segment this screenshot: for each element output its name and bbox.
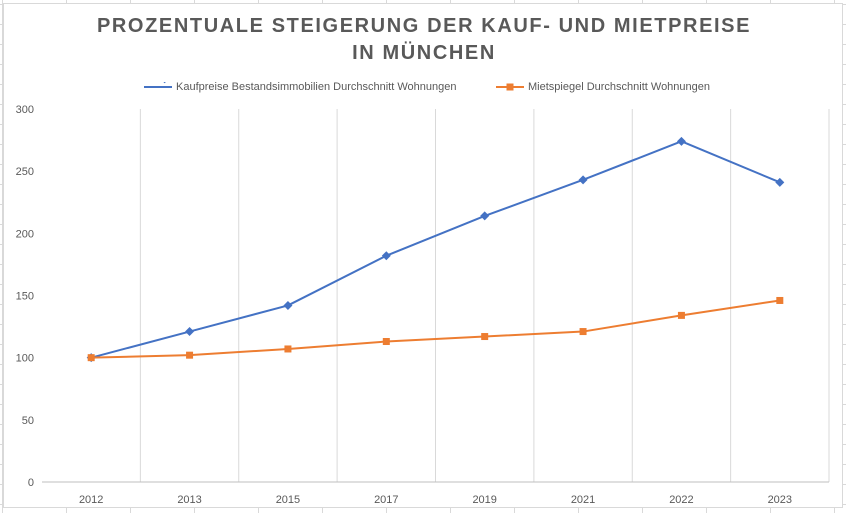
- x-tick-label: 2017: [374, 494, 398, 506]
- data-point-square: [579, 328, 587, 336]
- data-point-diamond: [676, 136, 686, 146]
- y-tick-label: 300: [16, 104, 34, 116]
- series-line-1: [91, 299, 780, 359]
- data-point-square: [677, 311, 685, 319]
- series-group: [86, 136, 785, 363]
- legend-label-mietspiegel: Mietspiegel Durchschnitt Wohnungen: [528, 81, 711, 93]
- y-tick-label: 50: [22, 415, 34, 427]
- chart-title: PROZENTUALE STEIGERUNG DER KAUF- UND MIE…: [96, 15, 752, 64]
- chart-area[interactable]: PROZENTUALE STEIGERUNG DER KAUF- UND MIE…: [3, 3, 843, 508]
- data-point-square: [382, 338, 390, 346]
- y-tick-label: 150: [16, 291, 34, 303]
- data-point-square: [186, 351, 194, 359]
- x-tick-label: 2019: [472, 494, 496, 506]
- legend-item-kaufpreise: Kaufpreise Bestandsimmobilien Durchschni…: [144, 79, 456, 95]
- y-tick-label: 200: [16, 228, 34, 240]
- x-tick-label: 2013: [177, 494, 201, 506]
- data-point-diamond: [185, 327, 195, 337]
- data-point-diamond: [775, 177, 785, 187]
- x-tick-label: 2021: [571, 494, 595, 506]
- data-point-square: [87, 354, 95, 362]
- data-point-square: [776, 296, 784, 304]
- data-point-square: [481, 333, 489, 341]
- data-point-diamond: [283, 300, 293, 310]
- y-tick-label: 0: [28, 477, 34, 489]
- gridlines: [139, 109, 830, 482]
- x-tick-label: 2015: [276, 494, 300, 506]
- y-tick-label: 100: [16, 353, 34, 365]
- x-tick-label: 2012: [79, 494, 103, 506]
- legend-label-kaufpreise: Kaufpreise Bestandsimmobilien Durchschni…: [176, 81, 457, 93]
- legend: Kaufpreise Bestandsimmobilien Durchschni…: [4, 79, 844, 95]
- legend-marker-diamond-icon: [144, 82, 172, 88]
- series-line-0: [90, 140, 781, 359]
- tick-labels: 0 50 100 150 200 250 300 2012 2013 2015 2017 2019 20…: [16, 104, 792, 506]
- x-tick-label: 2023: [768, 494, 792, 506]
- y-tick-label: 250: [16, 166, 34, 178]
- data-point-diamond: [578, 175, 588, 185]
- data-point-square: [284, 345, 292, 353]
- x-tick-label: 2022: [669, 494, 693, 506]
- plot-svg: 0 50 100 150 200 250 300 2012 2013 2015 2017 2019 20…: [16, 104, 830, 506]
- data-point-diamond: [381, 251, 391, 261]
- data-point-diamond: [480, 211, 490, 221]
- legend-marker-square-icon: [496, 83, 524, 91]
- legend-item-mietspiegel: Mietspiegel Durchschnitt Wohnungen: [496, 79, 710, 95]
